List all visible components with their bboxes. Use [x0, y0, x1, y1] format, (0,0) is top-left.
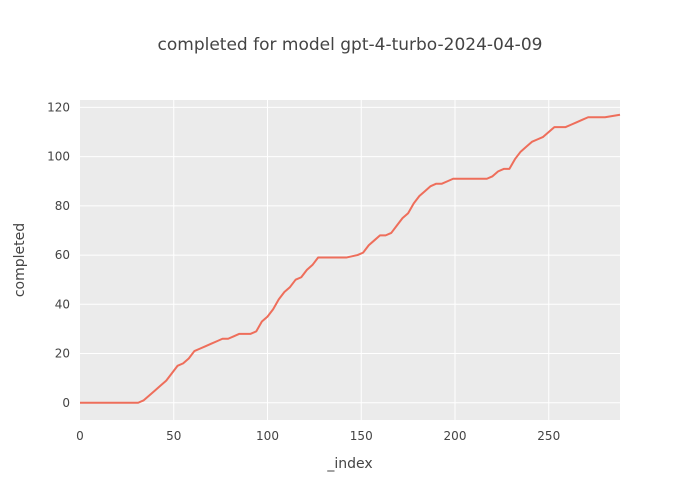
x-tick-label: 0	[76, 429, 84, 443]
plot-area	[80, 100, 620, 420]
x-tick-label: 50	[166, 429, 181, 443]
x-tick-labels: 0 50 100 150 200 250	[76, 429, 560, 443]
y-gridlines	[80, 106, 620, 404]
series-line	[80, 113, 621, 404]
chart-title: completed for model gpt-4-turbo-2024-04-…	[158, 35, 543, 55]
y-tick-label: 20	[55, 347, 70, 361]
y-tick-label: 60	[55, 248, 70, 262]
y-tick-label: 0	[62, 396, 70, 410]
x-tick-label: 150	[350, 429, 373, 443]
y-tick-label: 80	[55, 199, 70, 213]
x-axis-title: _index	[326, 456, 372, 472]
y-axis-title: completed	[12, 223, 28, 297]
y-tick-label: 100	[47, 150, 70, 164]
x-tick-label: 250	[537, 429, 560, 443]
y-tick-label: 40	[55, 297, 70, 311]
y-tick-label: 120	[47, 100, 70, 114]
x-tick-label: 200	[444, 429, 467, 443]
y-tick-labels: 0 20 40 60 80 100 120	[47, 100, 70, 409]
series-group	[80, 113, 621, 404]
x-tick-label: 100	[256, 429, 279, 443]
x-gridlines	[173, 100, 550, 420]
